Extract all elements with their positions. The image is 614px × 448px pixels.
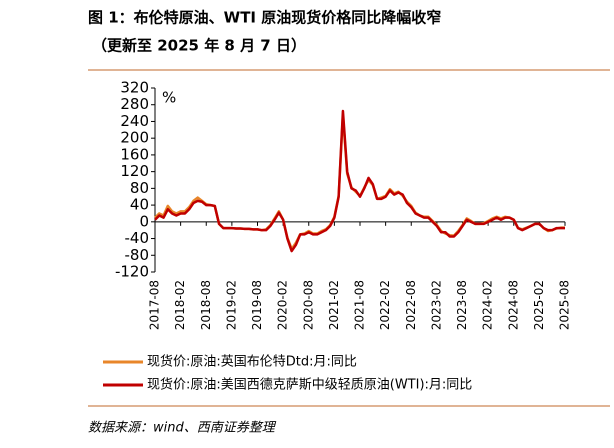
x-tick-label: 2023-02 xyxy=(429,280,443,330)
y-tick-label: 240 xyxy=(120,112,149,130)
y-tick-label: 200 xyxy=(120,129,149,147)
chart-title: 图 1：布伦特原油、WTI 原油现货价格同比降幅收窄 xyxy=(88,9,441,27)
x-tick-label: 2024-02 xyxy=(481,280,495,330)
x-tick-label: 2020-08 xyxy=(301,280,315,330)
y-tick-label: 120 xyxy=(120,162,149,180)
x-tick-label: 2025-02 xyxy=(532,280,546,330)
chart-subtitle: （更新至 2025 年 8 月 7 日） xyxy=(92,37,306,55)
x-tick-label: 2021-08 xyxy=(353,280,367,330)
y-tick-label: 80 xyxy=(130,179,149,197)
x-tick-label: 2021-02 xyxy=(327,280,341,330)
legend-label: 现货价:原油:英国布伦特Dtd:月:同比 xyxy=(147,354,357,370)
y-tick-label: 0 xyxy=(139,212,149,230)
x-tick-label: 2025-08 xyxy=(558,280,572,330)
y-tick-label: -40 xyxy=(125,229,150,247)
y-unit: % xyxy=(162,89,176,107)
y-tick-label: 320 xyxy=(120,79,149,97)
legend-label: 现货价:原油:美国西德克萨斯中级轻质原油(WTI):月:同比 xyxy=(147,377,472,393)
y-tick-label: -120 xyxy=(115,263,149,281)
y-tick-label: -80 xyxy=(125,246,150,264)
x-tick-label: 2018-02 xyxy=(173,280,187,330)
x-tick-label: 2022-02 xyxy=(378,280,392,330)
y-tick-label: 160 xyxy=(120,145,149,163)
y-tick-label: 280 xyxy=(120,95,149,113)
series-line xyxy=(154,109,565,253)
x-tick-label: 2019-02 xyxy=(224,280,238,330)
x-tick-label: 2023-08 xyxy=(455,280,469,330)
x-tick-label: 2024-08 xyxy=(506,280,520,330)
series-line xyxy=(154,113,565,251)
x-tick-label: 2020-02 xyxy=(276,280,290,330)
x-tick-label: 2019-08 xyxy=(250,280,264,330)
y-tick-label: 40 xyxy=(130,196,149,214)
x-tick-label: 2018-08 xyxy=(199,280,213,330)
x-tick-label: 2017-08 xyxy=(148,280,162,330)
source: 数据来源：wind、西南证券整理 xyxy=(88,421,277,436)
x-tick-label: 2022-08 xyxy=(404,280,418,330)
